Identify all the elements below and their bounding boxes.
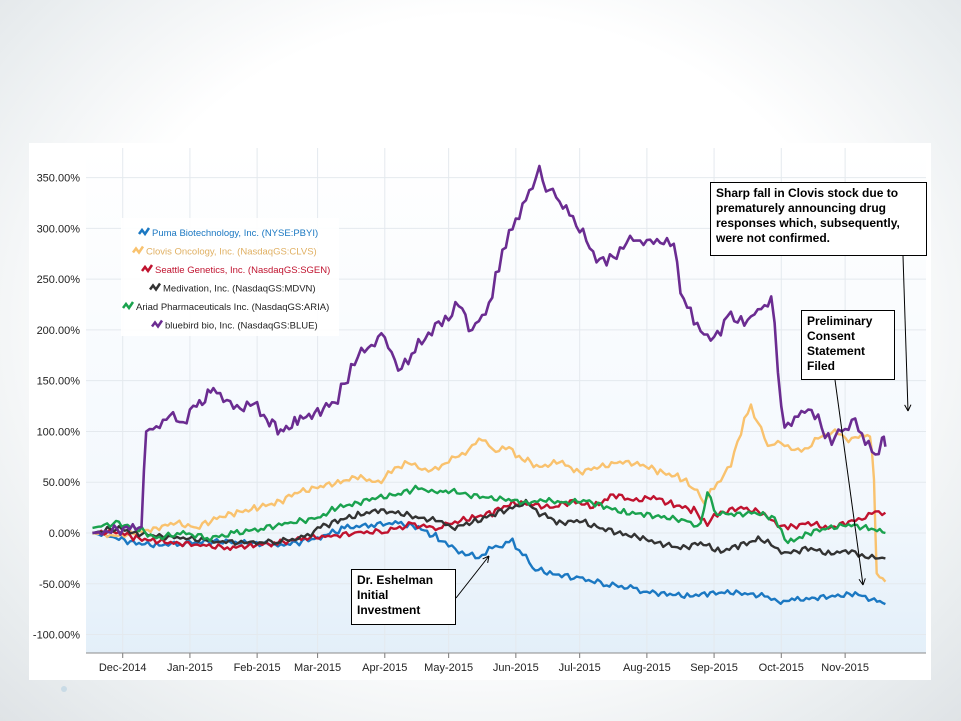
x-tick-label: Dec-2014: [99, 662, 147, 674]
series-line-2: [92, 493, 887, 552]
legend-swatch: [149, 282, 162, 292]
x-tick-label: Nov-2015: [821, 662, 869, 674]
clovis-arrow: [902, 255, 909, 412]
series-line-1: [92, 403, 887, 583]
y-tick-label: 0.00%: [49, 528, 80, 540]
legend-swatch: [151, 319, 164, 329]
eshelman-arrow: [455, 555, 490, 599]
x-tick-label: Oct-2015: [759, 662, 804, 674]
annotation-clovis-fall: Sharp fall in Clovis stock due to premat…: [710, 182, 927, 256]
x-tick-label: Apr-2015: [362, 662, 407, 674]
x-tick-label: Mar-2015: [294, 662, 341, 674]
legend-swatch: [138, 227, 151, 237]
y-tick-label: 200.00%: [37, 325, 81, 337]
annotation-consent-statement: Preliminary Consent Statement Filed: [801, 310, 895, 380]
legend-label: Medivation, Inc. (NasdaqGS:MDVN): [163, 284, 316, 295]
x-tick-label: Aug-2015: [623, 662, 671, 674]
x-tick-label: Jul-2015: [559, 662, 601, 674]
legend-swatch: [132, 245, 145, 255]
y-tick-label: 250.00%: [37, 274, 81, 286]
x-tick-label: May-2015: [424, 662, 473, 674]
series-line-5: [92, 164, 887, 537]
x-tick-label: Feb-2015: [234, 662, 281, 674]
y-tick-label: 100.00%: [37, 426, 81, 438]
y-tick-label: 150.00%: [37, 376, 81, 388]
legend-swatch: [122, 301, 135, 311]
series-line-0: [92, 520, 886, 606]
legend-label: Clovis Oncology, Inc. (NasdaqGS:CLVS): [146, 247, 317, 258]
legend-label: bluebird bio, Inc. (NasdaqGS:BLUE): [165, 321, 318, 332]
chart-panel: 350.00% 300.00% 250.00% 200.00% 150.00% 100.0…: [29, 143, 931, 680]
legend-label: Ariad Pharmaceuticals Inc. (NasdaqGS:ARI…: [136, 302, 329, 313]
y-tick-label: -50.00%: [39, 579, 80, 591]
series-line-4: [92, 484, 886, 545]
x-tick-label: Jun-2015: [493, 662, 539, 674]
x-tick-label: Sep-2015: [690, 662, 738, 674]
clovis-arrow-head: [904, 404, 912, 412]
consent-arrow: [834, 379, 864, 586]
series-line-3: [92, 498, 886, 560]
y-tick-label: 350.00%: [37, 173, 81, 185]
y-tick-label: 50.00%: [43, 477, 81, 489]
y-tick-label: -100.00%: [33, 630, 80, 642]
legend-label: Puma Biotechnology, Inc. (NYSE:PBYI): [152, 228, 318, 239]
annotation-eshelman-investment: Dr. Eshelman Initial Investment: [351, 569, 456, 625]
legend-box: [121, 218, 339, 336]
eshelman-arrow-head: [482, 555, 490, 563]
x-tick-label: Jan-2015: [167, 662, 213, 674]
y-tick-label: 300.00%: [37, 223, 81, 235]
legend-label: Seattle Genetics, Inc. (NasdaqGS:SGEN): [155, 265, 330, 276]
legend-swatch: [141, 264, 154, 274]
legend: Puma Biotechnology, Inc. (NYSE:PBYI) Clov…: [121, 218, 339, 336]
decorative-dot: [61, 686, 67, 692]
consent-arrow-head: [858, 578, 866, 586]
